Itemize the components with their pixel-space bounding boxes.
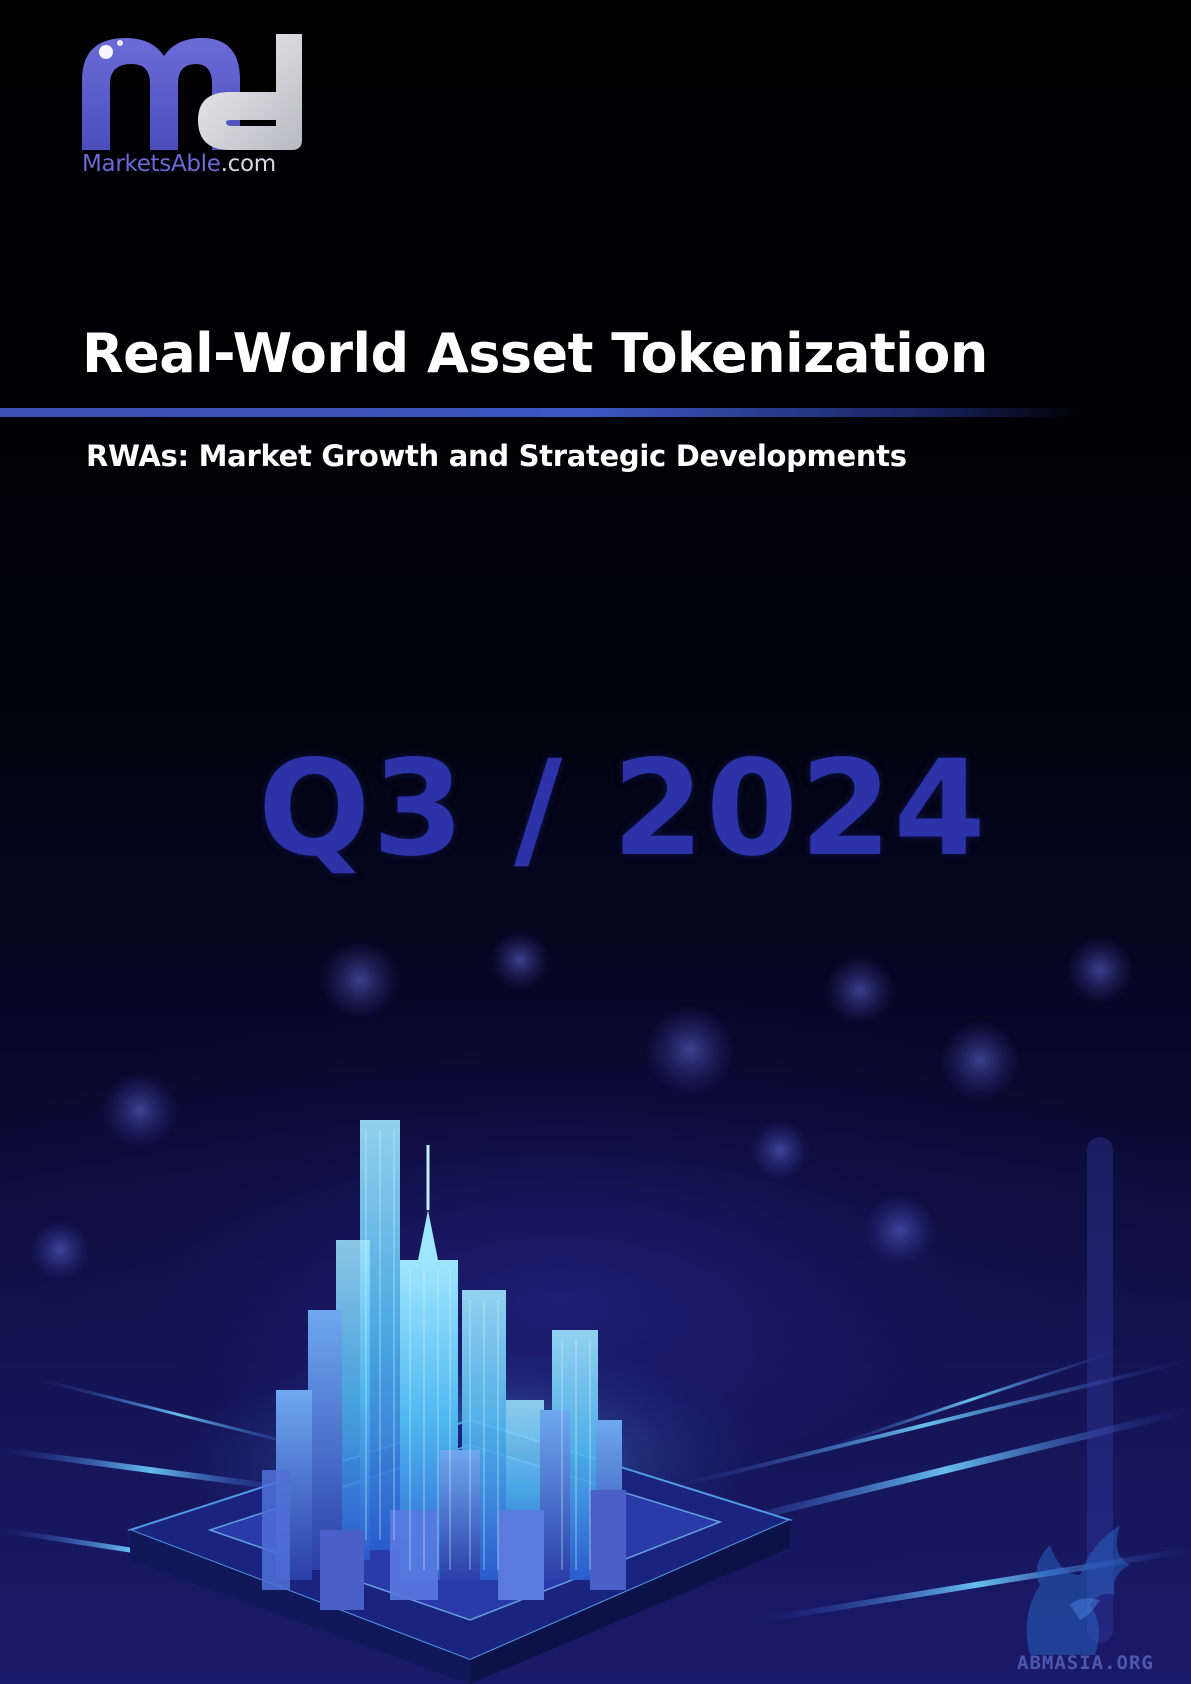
logo-wordmark: MarketsAble.com xyxy=(82,151,276,177)
title-divider xyxy=(0,408,1080,417)
marketsable-logo: MarketsAble.com xyxy=(80,30,305,180)
report-title: Real-World Asset Tokenization xyxy=(82,322,988,385)
watermark-text: ABMASIA.ORG xyxy=(1017,1652,1154,1674)
bokeh-lights xyxy=(30,930,1134,1280)
city-buildings xyxy=(262,1120,626,1610)
report-period: Q3 / 2024 xyxy=(258,732,988,886)
md-monogram-icon xyxy=(80,30,305,155)
logo-tld-text: .com xyxy=(221,151,276,177)
logo-brand-text: MarketsAble xyxy=(82,151,221,177)
report-subtitle: RWAs: Market Growth and Strategic Develo… xyxy=(86,439,907,473)
winged-horse-watermark-icon xyxy=(1010,1505,1160,1675)
